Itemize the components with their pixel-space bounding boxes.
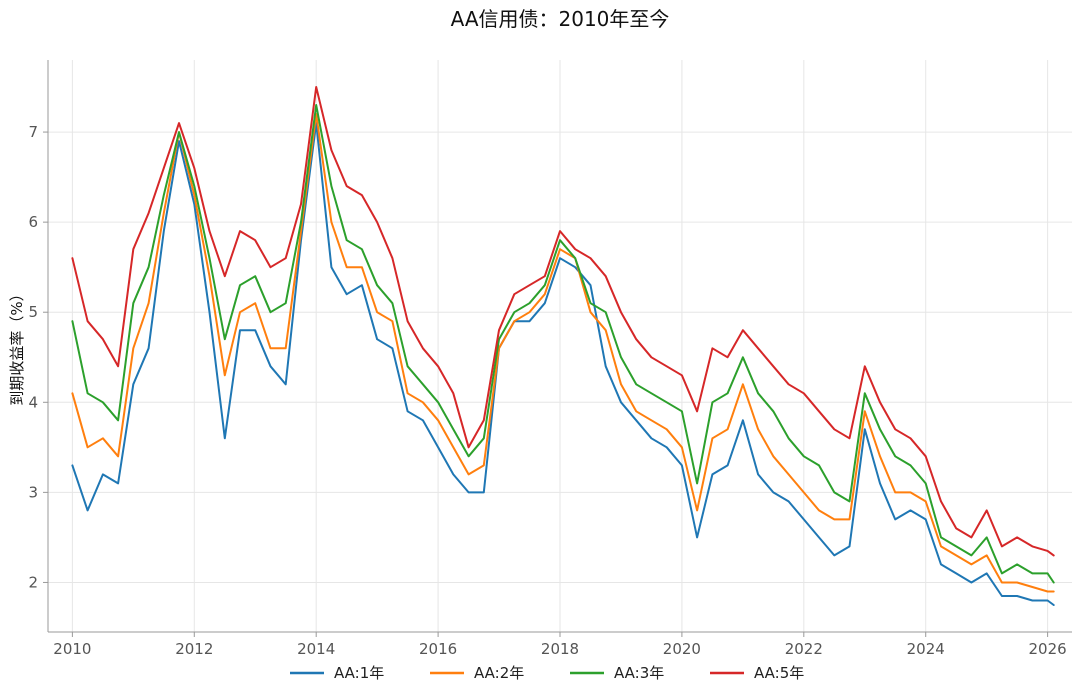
y-tick-label: 4 <box>28 393 38 411</box>
x-tick-label: 2014 <box>297 640 335 658</box>
x-tick-label: 2022 <box>785 640 823 658</box>
x-tick-labels: 2010 2012 2014 2016 2018 2020 2022 2024 2026 <box>53 632 1067 658</box>
x-tick-label: 2026 <box>1029 640 1067 658</box>
chart-title: AA信用债：2010年至今 <box>451 7 670 31</box>
legend: AA:1年 AA:2年 AA:3年 AA:5年 <box>290 664 804 682</box>
series-line-aa-3 <box>71 104 1055 584</box>
y-tick-labels: 2 3 4 5 6 7 <box>28 123 48 591</box>
y-tick-label: 2 <box>28 573 38 591</box>
grid <box>48 60 1072 632</box>
x-tick-label: 2012 <box>175 640 213 658</box>
series-lines <box>71 86 1055 606</box>
x-tick-label: 2018 <box>541 640 579 658</box>
y-tick-label: 6 <box>28 213 38 231</box>
x-tick-label: 2010 <box>53 640 91 658</box>
x-tick-label: 2020 <box>663 640 701 658</box>
series-line-aa-5 <box>71 86 1055 557</box>
x-tick-label: 2024 <box>907 640 945 658</box>
y-axis-label: 到期收益率（%） <box>8 286 26 405</box>
y-tick-label: 3 <box>28 483 38 501</box>
legend-label-aa-1: AA:1年 <box>334 664 384 682</box>
series-line-aa-2 <box>71 113 1055 593</box>
legend-label-aa-2: AA:2年 <box>474 664 524 682</box>
legend-label-aa-3: AA:3年 <box>614 664 664 682</box>
x-tick-label: 2016 <box>419 640 457 658</box>
y-tick-label: 5 <box>28 303 38 321</box>
series-line-aa-1 <box>71 122 1055 606</box>
y-tick-label: 7 <box>28 123 38 141</box>
legend-label-aa-5: AA:5年 <box>754 664 804 682</box>
